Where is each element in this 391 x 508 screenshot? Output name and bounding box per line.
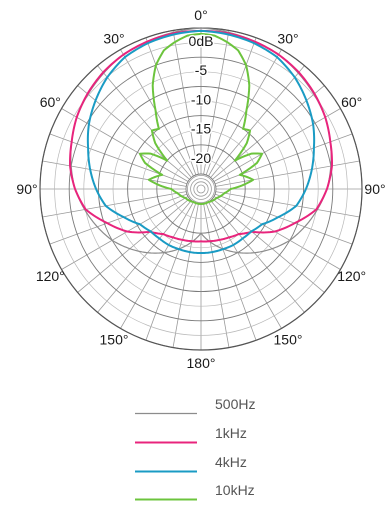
- angle-label: 120°: [36, 268, 65, 284]
- angle-label: 60°: [40, 94, 61, 110]
- grid-ring: [83, 71, 319, 307]
- series-1khz-curve: [69, 29, 333, 243]
- angle-label: 90°: [364, 181, 385, 197]
- legend-label: 4kHz: [215, 454, 247, 470]
- ring-label: -20: [191, 150, 211, 166]
- series-4khz-curve: [86, 29, 316, 255]
- ring-label: -15: [191, 121, 211, 137]
- grid-ring: [68, 56, 334, 322]
- legend-label: 1kHz: [215, 425, 247, 441]
- legend-label: 500Hz: [215, 396, 255, 412]
- ring-label: -10: [191, 91, 211, 107]
- ring-label: 0dB: [189, 33, 214, 49]
- angle-label: 180°: [187, 355, 216, 371]
- angle-label: 60°: [341, 94, 362, 110]
- grid-ring: [97, 85, 305, 293]
- grid-hub-ring: [190, 178, 212, 200]
- grid-hub-ring: [196, 184, 206, 194]
- grid-hub-ring: [186, 174, 215, 203]
- angle-label: 90°: [16, 181, 37, 197]
- angle-label: 150°: [100, 332, 129, 348]
- legend: 500Hz 1kHz 4kHz 10kHz: [135, 396, 255, 501]
- series-10khz-curve: [138, 32, 264, 205]
- grid-hub-ring: [193, 181, 209, 197]
- angle-label: 30°: [277, 30, 298, 46]
- angle-label: 150°: [274, 332, 303, 348]
- axis-labels: 0° 30° 30° 60° 60° 90° 90° 120° 120° 150° 150° 180°…: [16, 7, 385, 371]
- angle-label: 120°: [337, 268, 366, 284]
- polar-grid: [39, 27, 363, 351]
- grid-ring: [54, 42, 348, 336]
- grid-ring: [112, 100, 290, 278]
- series-curves: [69, 27, 333, 255]
- grid-ring: [127, 115, 275, 263]
- angle-label: 30°: [103, 30, 124, 46]
- grid-ring: [141, 129, 261, 249]
- angle-label: 0°: [194, 7, 207, 23]
- legend-label: 10kHz: [215, 482, 255, 498]
- ring-label: -5: [195, 62, 208, 78]
